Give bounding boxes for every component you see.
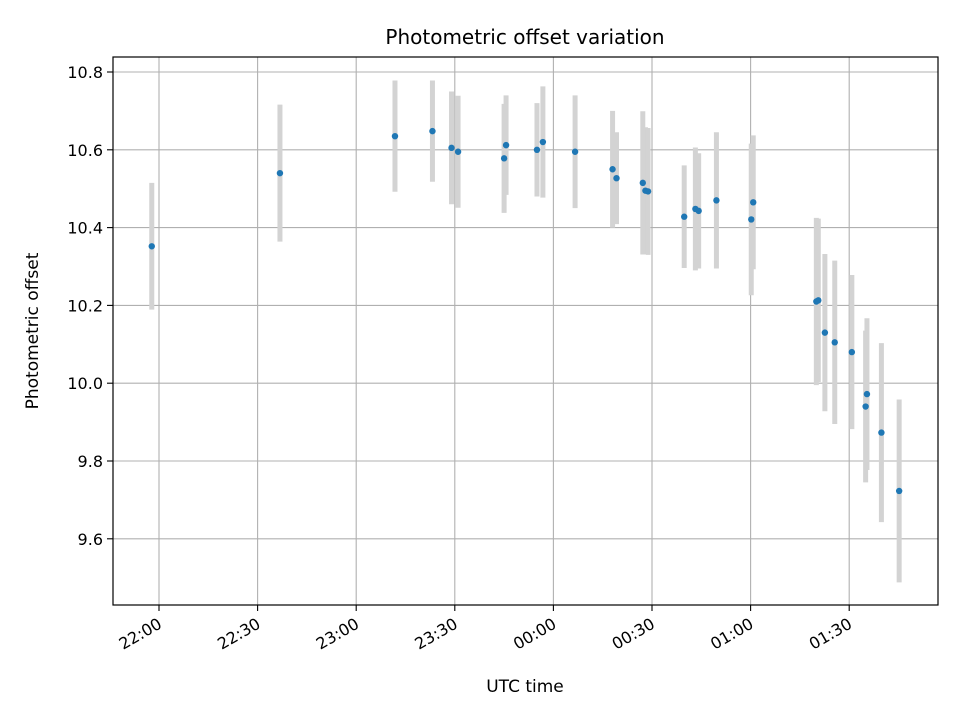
error-bars bbox=[149, 80, 902, 583]
y-tick-label: 10.8 bbox=[67, 63, 103, 82]
x-tick-label: 00:00 bbox=[510, 614, 559, 654]
data-point bbox=[639, 179, 646, 187]
data-point bbox=[571, 148, 579, 155]
data-point bbox=[644, 188, 652, 195]
x-tick-label: 23:00 bbox=[313, 614, 362, 654]
data-point bbox=[448, 144, 455, 152]
plot-area-frame bbox=[112, 56, 939, 606]
data-point bbox=[831, 339, 838, 346]
data-point bbox=[533, 146, 541, 153]
y-tick-label: 10.2 bbox=[67, 296, 103, 315]
data-point bbox=[748, 216, 755, 223]
y-tick-label: 10.0 bbox=[67, 374, 103, 393]
chart-title: Photometric offset variation bbox=[385, 25, 664, 49]
x-axis-label: UTC time bbox=[486, 677, 564, 697]
y-tick-label: 10.4 bbox=[67, 219, 103, 238]
data-point bbox=[454, 148, 462, 155]
data-point bbox=[713, 197, 720, 204]
data-point bbox=[695, 207, 702, 215]
data-point bbox=[863, 390, 871, 398]
data-point bbox=[895, 487, 903, 495]
data-point bbox=[391, 132, 399, 140]
y-axis-ticks: 9.6 9.8 10.0 10.2 10.4 10.6 10.8 bbox=[67, 63, 113, 549]
x-tick-label: 00:30 bbox=[609, 614, 658, 654]
x-tick-label: 01:00 bbox=[707, 614, 756, 654]
data-point bbox=[613, 174, 620, 182]
data-point bbox=[539, 138, 547, 146]
y-tick-label: 10.6 bbox=[67, 141, 103, 160]
y-tick-label: 9.8 bbox=[78, 452, 103, 471]
x-tick-label: 23:30 bbox=[411, 614, 460, 654]
data-point bbox=[276, 169, 284, 177]
data-point bbox=[750, 199, 757, 206]
data-point bbox=[815, 297, 822, 304]
data-point bbox=[502, 141, 510, 149]
data-point bbox=[429, 127, 436, 135]
x-axis-ticks: 22:00 22:30 23:00 23:30 00:00 00:30 01:00 01:30 bbox=[116, 605, 855, 654]
y-tick-label: 9.6 bbox=[78, 530, 103, 549]
data-point bbox=[821, 329, 829, 336]
data-point bbox=[862, 403, 869, 410]
data-point bbox=[148, 243, 155, 250]
y-axis-label: Photometric offset bbox=[23, 252, 43, 409]
data-point bbox=[500, 155, 508, 162]
data-point bbox=[878, 429, 885, 436]
grid-lines bbox=[113, 57, 938, 605]
x-tick-label: 01:30 bbox=[806, 614, 855, 654]
data-points bbox=[148, 127, 903, 495]
data-point bbox=[848, 348, 856, 356]
data-point bbox=[609, 166, 616, 173]
x-tick-label: 22:30 bbox=[214, 614, 263, 654]
data-point bbox=[681, 213, 688, 220]
x-tick-label: 22:00 bbox=[116, 614, 165, 654]
